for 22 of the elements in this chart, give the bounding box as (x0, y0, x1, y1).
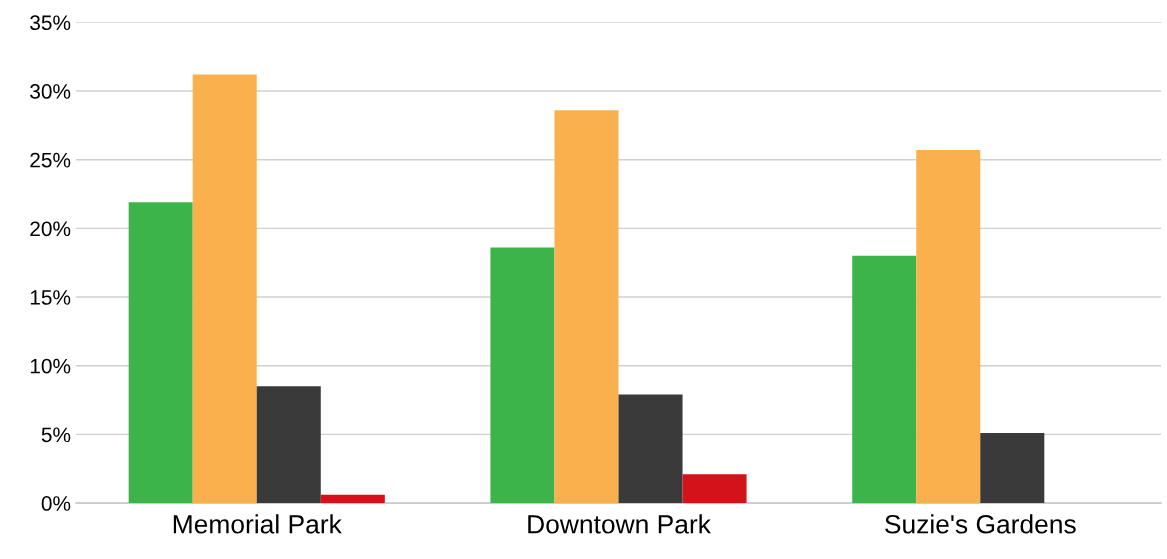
y-tick-label: 0% (41, 496, 71, 511)
bar (852, 255, 917, 504)
bar (618, 394, 683, 504)
y-tick-label: 10% (30, 358, 71, 374)
bar (682, 474, 747, 504)
y-tick-label: 5% (41, 427, 71, 443)
bar (490, 247, 555, 504)
bar (192, 74, 257, 504)
x-tick-label: Suzie's Gardens (885, 514, 1076, 534)
y-tick-label: 15% (30, 290, 71, 305)
bar (554, 110, 619, 504)
y-tick-label: 25% (30, 152, 71, 168)
y-tick-label: 35% (30, 15, 71, 31)
bar (916, 150, 981, 504)
bar (320, 494, 385, 504)
x-tick-label: Memorial Park (173, 514, 342, 534)
bar (128, 202, 193, 504)
bar (256, 386, 321, 504)
y-tick-label: 20% (30, 221, 71, 237)
bar (980, 433, 1045, 504)
y-tick-label: 30% (30, 84, 71, 99)
x-tick-label: Downtown Park (528, 514, 711, 534)
